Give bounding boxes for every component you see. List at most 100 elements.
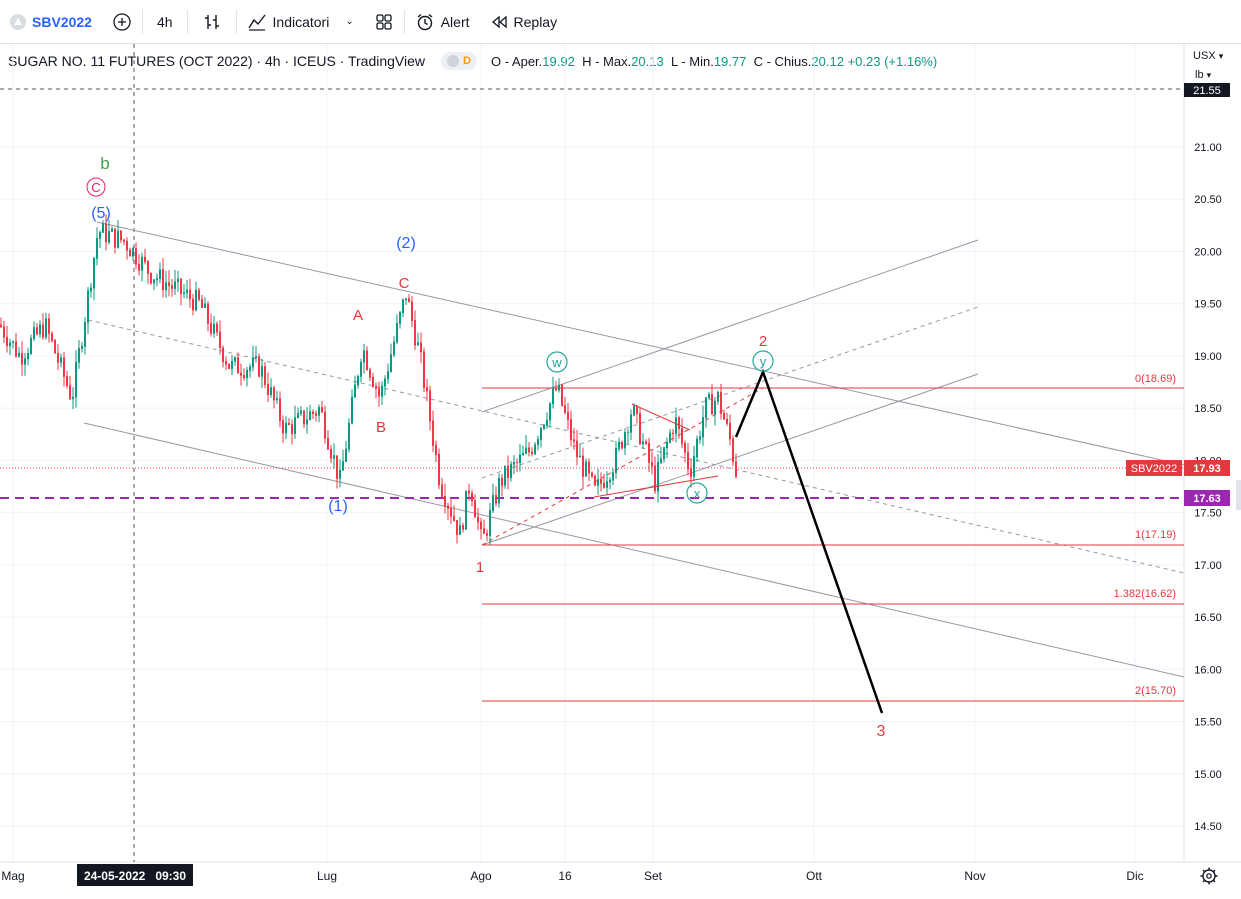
data-status-badge[interactable]: D [441, 52, 477, 70]
fib-extension[interactable] [481, 387, 1184, 702]
price-tick-label: 21.00 [1194, 142, 1222, 154]
channel-lower-line[interactable] [83, 422, 1185, 678]
wave-label-x: x [694, 486, 701, 501]
pitchfork-mid-line[interactable] [481, 306, 979, 479]
wave-circle-x [686, 482, 708, 504]
time-tick-label: Ott [806, 869, 823, 883]
close-label: C - Chius. [753, 53, 812, 69]
unit-select[interactable]: lb ▾ [1195, 69, 1212, 81]
crosshair-time-tag [77, 864, 193, 886]
indicators-button[interactable]: Indicatori ⌄ [237, 0, 364, 43]
wave-label-B: B [376, 419, 386, 436]
scroll-handle[interactable] [1236, 480, 1241, 510]
time-tick-label: Nov [964, 869, 985, 883]
crosshair-time-value: 24-05-2022 09:30 [84, 869, 186, 883]
alarm-clock-icon [417, 13, 433, 30]
wave-circle-y [752, 350, 774, 372]
projection-path[interactable] [734, 368, 884, 714]
last-price-value: 17.93 [1193, 463, 1221, 475]
wave-label-C: C [399, 275, 410, 292]
price-tick-label: 17.00 [1194, 560, 1222, 572]
open-label: O - Aper. [490, 53, 543, 69]
symbol-logo-icon [10, 13, 26, 30]
low-label: L - Min. [670, 53, 714, 69]
time-tick-label: Ago [470, 869, 492, 883]
chevron-down-icon: ▾ [1206, 70, 1212, 80]
add-circle-icon [113, 12, 131, 31]
wave-label-1-red: 1 [476, 559, 484, 576]
status-dot-icon [447, 55, 460, 67]
chart-title: SUGAR NO. 11 FUTURES (OCT 2022) · 4h · I… [8, 53, 426, 69]
crosshair-price-value: 21.55 [1193, 85, 1221, 97]
triangle-pattern[interactable] [593, 403, 719, 498]
wave-label-2-blue: (2) [396, 235, 416, 252]
interval-button[interactable]: 4h [143, 0, 187, 43]
wave-circle-c [86, 177, 106, 197]
replay-label: Replay [513, 13, 558, 30]
replay-button[interactable]: Replay [480, 0, 568, 43]
bars-icon [204, 14, 219, 29]
wave-label-b: b [100, 154, 109, 173]
price-axis-ticks: 21.0020.5020.0019.5019.0018.5018.0017.50… [1194, 142, 1222, 833]
fib-label-0: 0(18.69) [1135, 373, 1176, 385]
layout-button[interactable] [364, 0, 404, 43]
channel-upper-line[interactable] [96, 221, 1185, 466]
fib-label-1382: 1.382(16.62) [1114, 588, 1176, 600]
wave-label-c-circle: C [91, 180, 100, 195]
toolbar-divider [141, 9, 143, 34]
triangle-upper-line[interactable] [631, 403, 691, 431]
low-value: 19.77 [713, 53, 747, 69]
symbol-name: SBV2022 [32, 13, 92, 30]
price-tick-label: 20.50 [1194, 194, 1222, 206]
wave-label-3-red: 3 [877, 723, 886, 740]
close-value: 20.12 [811, 53, 844, 69]
crosshair-price-tag [1184, 83, 1230, 97]
delay-badge: D [463, 55, 471, 67]
chart-legend: SUGAR NO. 11 FUTURES (OCT 2022) · 4h · I… [8, 52, 937, 70]
currency-select[interactable]: USX ▾ [1193, 50, 1224, 62]
toolbar-divider [403, 9, 405, 34]
price-tick-label: 17.50 [1194, 508, 1222, 520]
price-tick-label: 16.50 [1194, 612, 1222, 624]
wave-label-1-blue: (1) [328, 498, 348, 515]
triangle-lower-line[interactable] [593, 475, 719, 498]
pitchfork-upper-line[interactable] [481, 239, 979, 413]
price-tick-label: 19.50 [1194, 299, 1222, 311]
alert-button[interactable]: Alert [405, 0, 480, 43]
symbol-search[interactable]: SBV2022 [0, 0, 102, 43]
candlestick-series[interactable] [0, 214, 737, 545]
fib-trend-line[interactable] [481, 387, 764, 546]
level-price-tag [1184, 490, 1230, 506]
high-value: 20.13 [631, 53, 664, 69]
price-tick-label: 18.50 [1194, 403, 1222, 415]
wave-label-y: y [760, 354, 767, 369]
chart-type-button[interactable] [188, 0, 236, 43]
fib-label-2: 2(15.70) [1135, 685, 1176, 697]
time-tick-label: Lug [317, 869, 337, 883]
chevron-down-icon: ▾ [1218, 51, 1224, 61]
price-chart[interactable]: 0(18.69) 1(17.19) 1.382(16.62) 2(15.70) … [0, 44, 1241, 899]
wave-label-5: (5) [91, 205, 111, 222]
wave-label-2-red: 2 [759, 333, 767, 350]
chevron-down-icon[interactable]: ⌄ [345, 16, 354, 27]
trend-channel[interactable] [83, 221, 1185, 678]
symbol-price-tag [1126, 460, 1182, 476]
indicators-label: Indicatori [272, 13, 330, 30]
compare-button[interactable] [102, 0, 142, 43]
top-toolbar: SBV2022 4h Indicatori ⌄ Alert Replay [0, 0, 1241, 44]
grid-layout-icon [376, 13, 392, 30]
time-tick-label: 16 [558, 869, 572, 883]
wave-label-A: A [353, 307, 363, 324]
time-tick-label: Mag [1, 869, 24, 883]
toolbar-divider [235, 9, 237, 34]
channel-mid-line[interactable] [87, 319, 1185, 574]
open-value: 19.92 [542, 53, 575, 69]
price-tick-label: 15.50 [1194, 717, 1222, 729]
pitchfork-lower-line[interactable] [481, 373, 979, 546]
price-tick-label: 14.50 [1194, 821, 1222, 833]
settings-gear-icon[interactable] [1200, 867, 1218, 885]
symbol-tag-label: SBV2022 [1131, 463, 1177, 475]
wave-circle-w [546, 351, 568, 373]
price-tick-label: 16.00 [1194, 664, 1222, 676]
wave-label-w: w [551, 355, 562, 370]
